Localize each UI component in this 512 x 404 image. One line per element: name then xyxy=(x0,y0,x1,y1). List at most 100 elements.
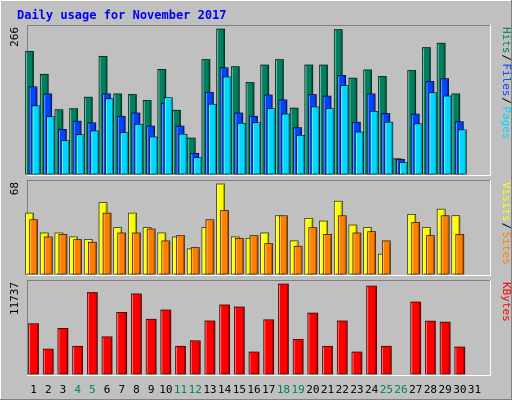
bar-sites-day-10 xyxy=(161,240,171,275)
bar-sites-day-16 xyxy=(249,235,259,275)
bar-pages-day-22 xyxy=(340,85,350,175)
bar-sites-day-13 xyxy=(205,219,215,275)
bar-sites-day-20 xyxy=(308,227,318,275)
bar-sites-day-9 xyxy=(146,228,156,275)
panel-visits-sites: 68 Visits/ Sites xyxy=(8,180,512,276)
day-label-22: 22 xyxy=(336,383,349,396)
bar-kbytes-day-24 xyxy=(366,285,377,375)
bar-sites-day-21 xyxy=(323,233,332,275)
bar-kbytes-day-5 xyxy=(87,292,98,375)
bar-sites-day-30 xyxy=(455,233,465,275)
chart-title: Daily usage for November 2017 xyxy=(17,8,227,22)
bar-pages-day-27 xyxy=(413,123,423,175)
bar-kbytes-day-7 xyxy=(116,312,128,375)
day-label-31: 31 xyxy=(468,383,481,396)
bar-pages-day-9 xyxy=(149,136,158,175)
day-label-17: 17 xyxy=(262,383,275,396)
bar-pages-day-12 xyxy=(193,157,203,175)
day-label-25: 25 xyxy=(380,383,393,396)
bar-pages-day-7 xyxy=(119,132,129,175)
day-label-11: 11 xyxy=(174,383,187,396)
bar-kbytes-day-20 xyxy=(307,312,319,375)
bar-kbytes-day-30 xyxy=(454,346,466,375)
day-label-9: 9 xyxy=(148,383,155,396)
bar-sites-day-14 xyxy=(220,210,229,275)
bar-pages-day-21 xyxy=(325,108,335,175)
bar-sites-day-2 xyxy=(43,236,53,275)
bar-sites-day-22 xyxy=(337,215,347,275)
bars-hits-files-pages xyxy=(25,28,467,175)
scale-label-kbytes: 11737 xyxy=(8,282,21,315)
day-label-13: 13 xyxy=(203,383,216,396)
bar-pages-day-1 xyxy=(31,105,41,175)
day-label-10: 10 xyxy=(159,383,172,396)
legend-separator: / xyxy=(500,223,512,230)
bar-pages-day-18 xyxy=(281,113,291,175)
day-label-16: 16 xyxy=(247,383,260,396)
day-label-2: 2 xyxy=(45,383,52,396)
day-label-20: 20 xyxy=(306,383,319,396)
bar-kbytes-day-3 xyxy=(57,327,69,375)
bar-sites-day-3 xyxy=(58,233,68,275)
panel-kbytes: 11737 KBytes xyxy=(8,280,512,376)
bar-pages-day-19 xyxy=(296,134,305,175)
panel-hits-files-pages: 266 Hits/Files/Pages xyxy=(8,25,512,176)
day-label-4: 4 xyxy=(74,383,81,396)
bar-kbytes-day-2 xyxy=(42,348,54,375)
day-label-12: 12 xyxy=(189,383,202,396)
bar-sites-day-11 xyxy=(176,235,185,275)
day-label-1: 1 xyxy=(30,383,37,396)
bar-pages-day-14 xyxy=(222,76,232,175)
day-label-26: 26 xyxy=(394,383,407,396)
bar-pages-day-24 xyxy=(369,111,379,175)
bar-kbytes-day-6 xyxy=(101,336,113,375)
bar-kbytes-day-18 xyxy=(278,283,289,375)
bar-pages-day-26 xyxy=(399,162,408,175)
bar-pages-day-20 xyxy=(311,106,320,175)
bar-pages-day-5 xyxy=(90,130,100,175)
day-label-29: 29 xyxy=(439,383,452,396)
bar-kbytes-day-16 xyxy=(248,351,260,375)
bar-kbytes-day-15 xyxy=(234,306,245,375)
legend-sites: Sites xyxy=(500,232,512,265)
bar-pages-day-13 xyxy=(208,103,217,175)
bar-sites-day-29 xyxy=(440,215,450,275)
bar-kbytes-day-29 xyxy=(439,321,451,375)
bar-pages-day-11 xyxy=(178,133,188,175)
bar-sites-day-4 xyxy=(73,239,82,275)
bar-kbytes-day-19 xyxy=(292,339,304,375)
bar-kbytes-day-17 xyxy=(263,319,275,375)
bar-pages-day-25 xyxy=(384,121,394,175)
day-label-18: 18 xyxy=(277,383,290,396)
bar-kbytes-day-4 xyxy=(72,345,83,375)
bar-pages-day-28 xyxy=(428,92,438,175)
bar-kbytes-day-11 xyxy=(175,345,186,375)
bar-sites-day-5 xyxy=(88,241,97,275)
bar-pages-day-29 xyxy=(443,95,452,175)
day-label-30: 30 xyxy=(453,383,466,396)
day-label-28: 28 xyxy=(424,383,437,396)
bar-kbytes-day-21 xyxy=(322,345,333,375)
day-label-27: 27 xyxy=(409,383,422,396)
bar-pages-day-6 xyxy=(105,98,114,175)
day-label-5: 5 xyxy=(89,383,96,396)
bar-kbytes-day-14 xyxy=(219,304,230,375)
bar-sites-day-7 xyxy=(117,232,127,275)
bar-pages-day-3 xyxy=(61,140,70,175)
day-label-23: 23 xyxy=(350,383,363,396)
legend-visits: Visits xyxy=(500,182,512,222)
day-label-15: 15 xyxy=(233,383,246,396)
bar-sites-day-17 xyxy=(264,243,274,275)
legend-separator: / xyxy=(500,97,512,104)
bar-sites-day-6 xyxy=(102,212,112,275)
scale-label-hits-files-pages: 266 xyxy=(8,27,21,47)
bar-pages-day-2 xyxy=(46,116,56,175)
bar-pages-day-10 xyxy=(164,97,173,175)
day-label-19: 19 xyxy=(292,383,305,396)
bar-kbytes-day-8 xyxy=(131,293,142,375)
bar-kbytes-day-10 xyxy=(160,309,172,375)
day-label-24: 24 xyxy=(365,383,379,396)
bar-pages-day-4 xyxy=(75,134,85,175)
